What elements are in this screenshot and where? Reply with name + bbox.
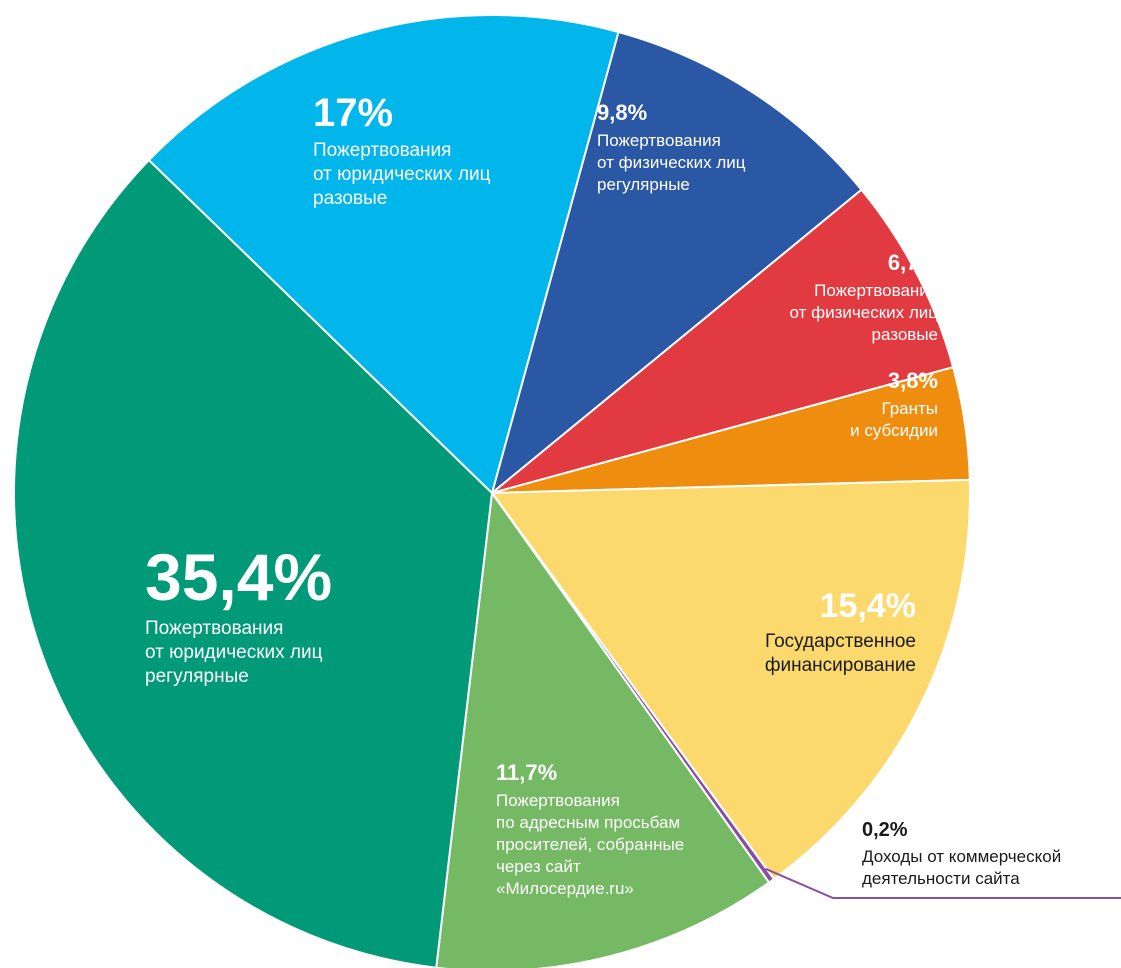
slice-percent: 9,8%	[597, 100, 647, 125]
slice-percent: 3,8%	[888, 368, 938, 393]
slice-percent: 0,2%	[862, 819, 908, 841]
slice-label-line: регулярные	[145, 666, 249, 687]
callout-line	[765, 867, 1121, 899]
slice-labels: 9,8% Пожертвования от физических лиц регуля…	[145, 91, 1061, 898]
slice-label-line: Пожертвования	[313, 140, 451, 161]
slice-label-line: от юридических лиц	[145, 642, 323, 663]
slice-label-line: Пожертвования	[496, 791, 620, 810]
slice-label-4: 0,2% Доходы от коммерческой деятельности с…	[862, 819, 1061, 888]
pie-slices	[13, 14, 971, 968]
slice-label-line: от юридических лиц	[313, 164, 491, 185]
slice-label-line: «Милосердие.ru»	[496, 879, 634, 898]
slice-label-line: разовые	[872, 325, 938, 344]
slice-label-line: Доходы от коммерческой	[862, 847, 1061, 866]
pie-slice-7	[147, 14, 620, 494]
pie-slice-0	[491, 31, 863, 494]
slice-label-line: через сайт	[496, 857, 581, 876]
slice-label-line: финансирование	[765, 655, 916, 676]
slice-label-3: 15,4% Государственное финансирование	[765, 587, 916, 676]
slice-label-2: 3,8% Гранты и субсидии	[850, 368, 938, 440]
pie-slice-6	[13, 159, 493, 968]
slice-label-line: регулярные	[597, 175, 690, 194]
slice-label-line: Гранты	[881, 399, 938, 418]
slice-label-line: Пожертвования	[597, 131, 721, 150]
slice-label-line: от физических лиц	[597, 153, 746, 172]
slice-percent: 6,7%	[888, 250, 938, 275]
slice-label-line: Государственное	[765, 631, 916, 652]
slice-label-line: от физических лиц	[790, 303, 939, 322]
slice-percent: 17%	[313, 91, 393, 135]
slice-label-line: и субсидии	[850, 421, 938, 440]
pie-slice-5	[435, 492, 771, 968]
slice-label-5: 11,7% Пожертвования по адресным просьбам пр…	[496, 760, 684, 898]
slice-label-7: 17% Пожертвования от юридических лиц разовы…	[313, 91, 491, 209]
callout-lines	[765, 867, 1121, 899]
slice-label-line: просителей, собранные	[496, 835, 684, 854]
slice-label-line: Пожертвования	[814, 281, 938, 300]
slice-percent: 11,7%	[496, 760, 557, 785]
slice-percent: 35,4%	[145, 540, 332, 614]
slice-percent: 15,4%	[820, 587, 916, 625]
slice-label-line: деятельности сайта	[862, 869, 1020, 888]
pie-slice-1	[491, 188, 955, 494]
slice-label-line: разовые	[313, 188, 387, 209]
slice-label-1: 6,7% Пожертвования от физических лиц разовы…	[790, 250, 939, 344]
pie-slice-3	[491, 478, 971, 881]
slice-label-line: Пожертвования	[145, 618, 283, 639]
slice-label-line: по адресным просьбам	[496, 813, 680, 832]
slice-label-6: 35,4% Пожертвования от юридических лиц регу…	[145, 540, 332, 687]
slice-label-0: 9,8% Пожертвования от физических лиц регуля…	[597, 100, 746, 194]
